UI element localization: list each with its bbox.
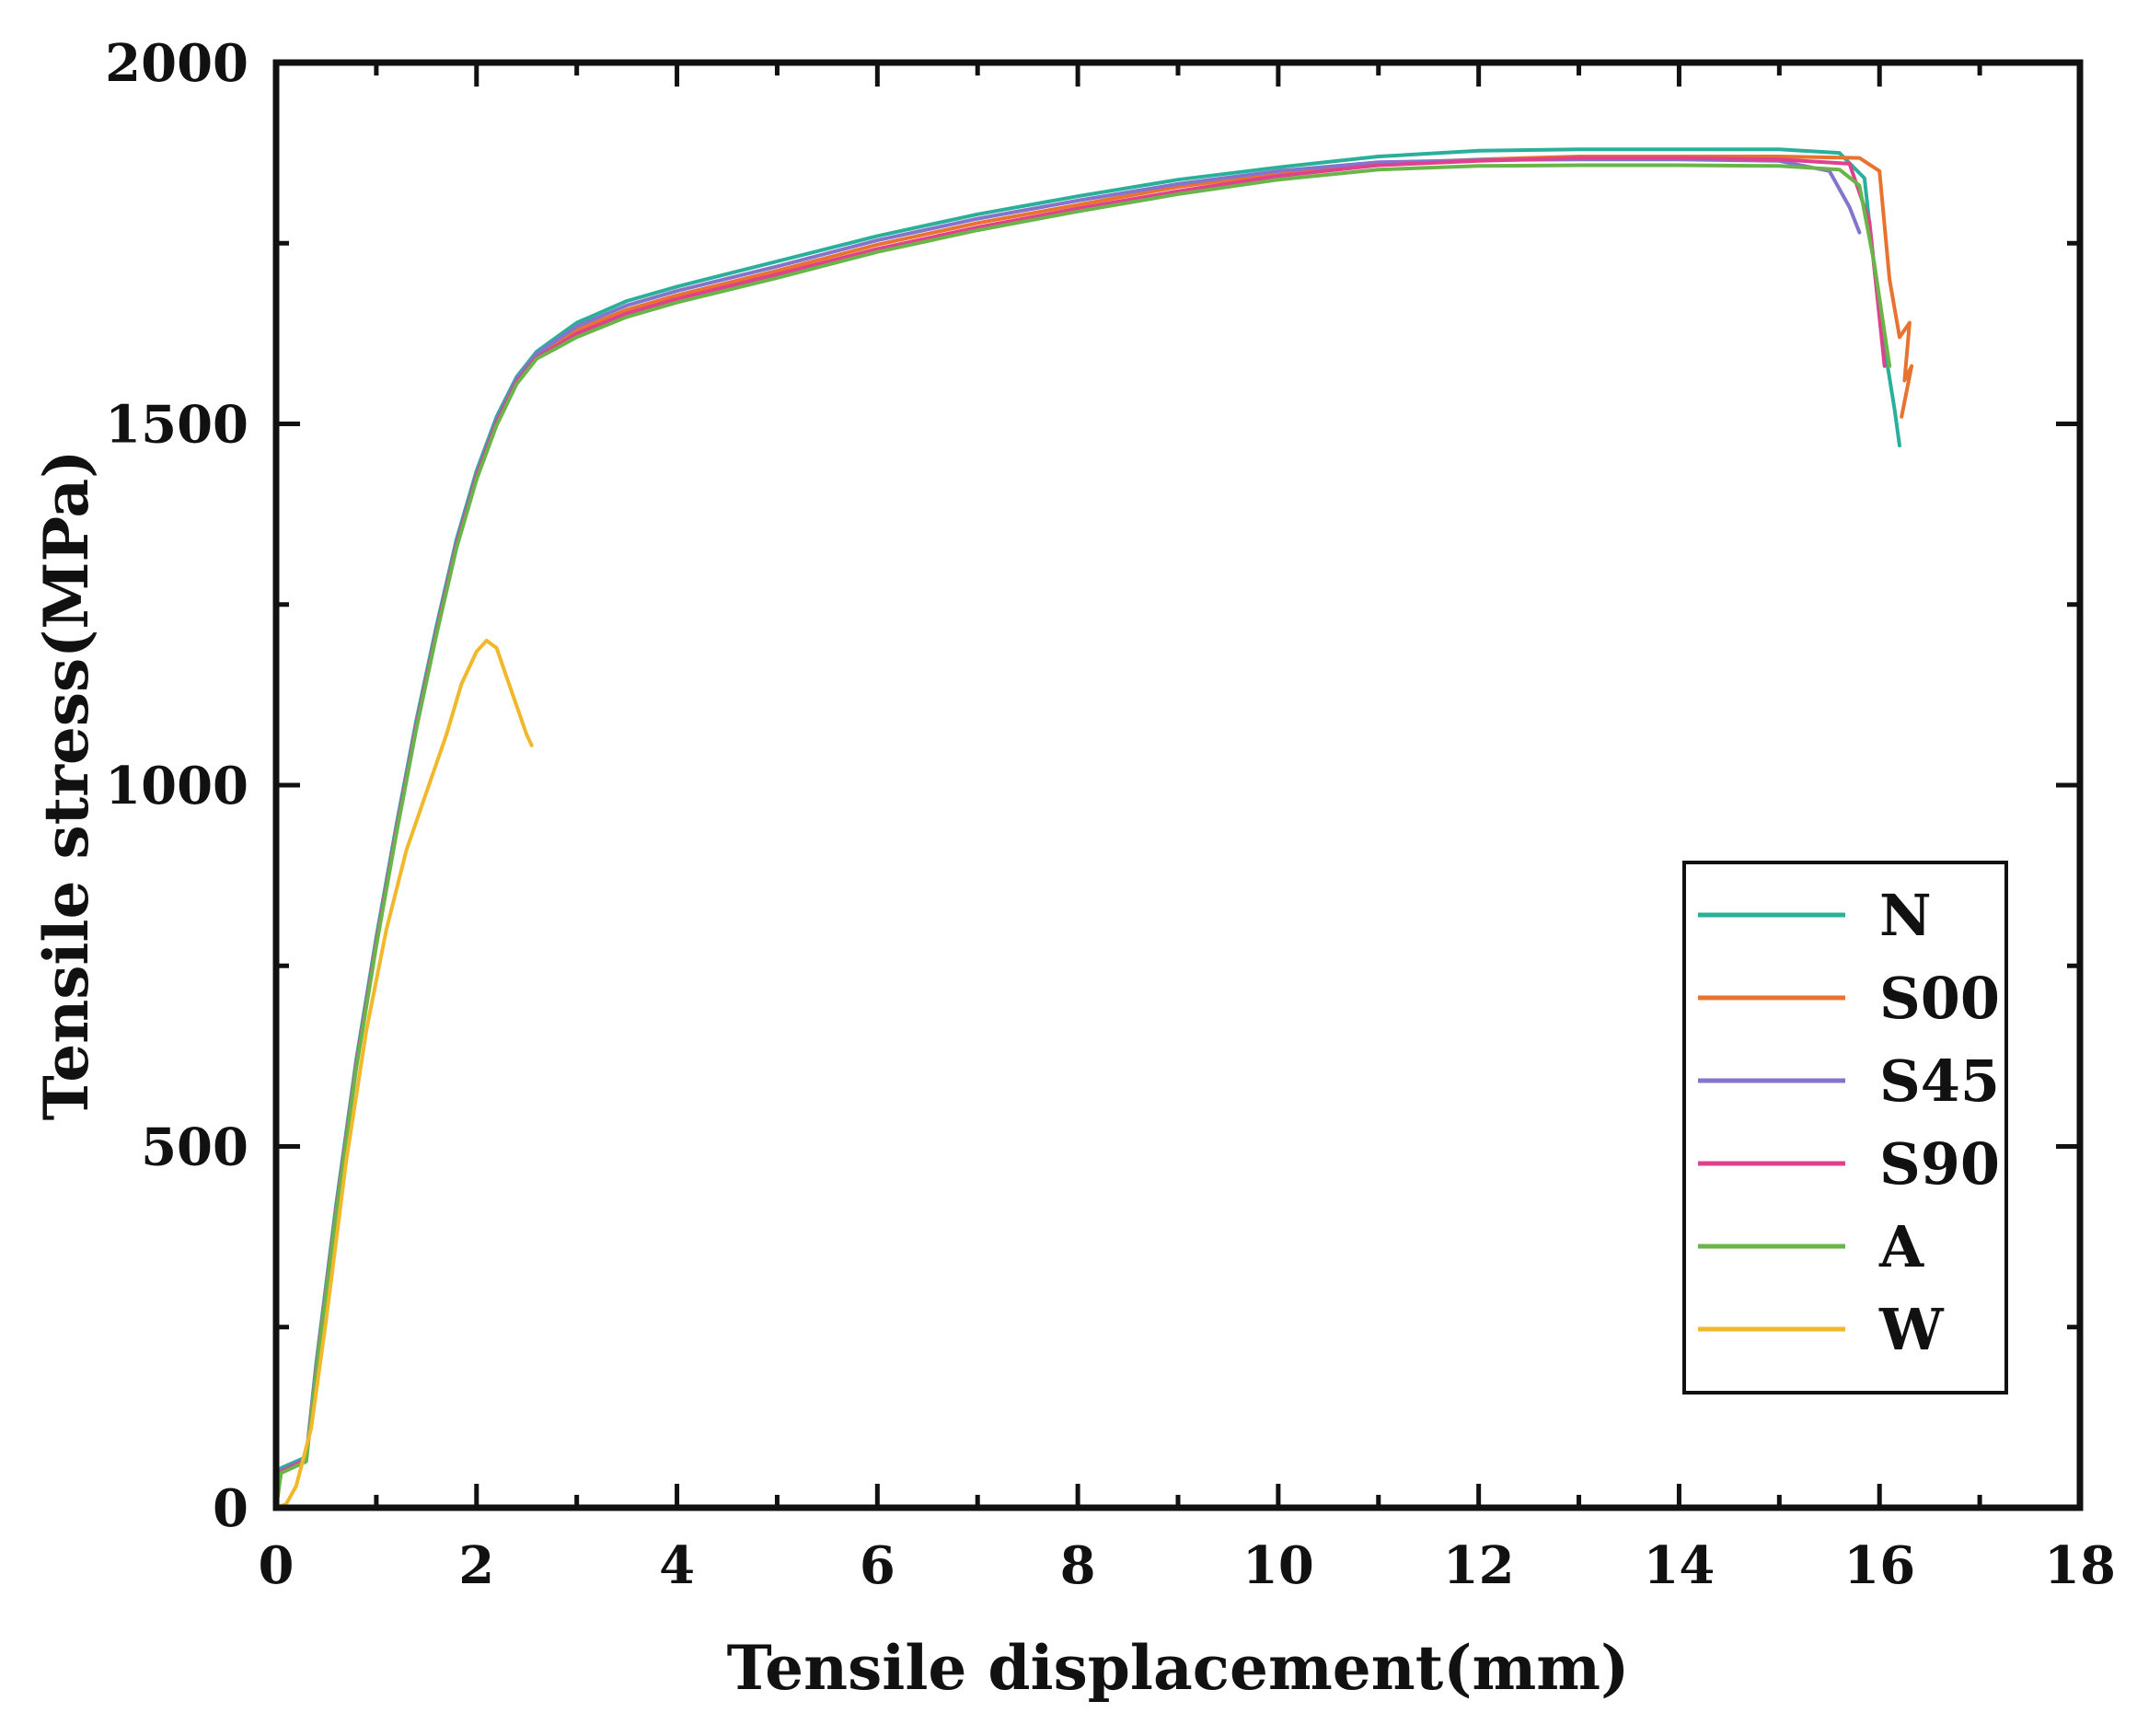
legend-box [1682, 861, 2008, 1395]
x-tick-label: 12 [1443, 1535, 1515, 1596]
axis-ticks: 0 2 4 6 8 10 12 14 16 18 0 500 1000 1500 2000 [105, 33, 2116, 1596]
x-axis-title: Tensile displacement(mm) [727, 1632, 1630, 1704]
y-axis-title: Tensile stress(MPa) [30, 450, 102, 1121]
y-tick-label: 1000 [105, 756, 248, 816]
y-tick-label: 2000 [105, 33, 248, 94]
legend-label-s00: S00 [1879, 965, 2000, 1032]
legend-label-n: N [1879, 882, 1932, 949]
legend-label-w: W [1878, 1296, 1945, 1363]
x-tick-label: 10 [1242, 1535, 1314, 1596]
series-line-a [274, 163, 1892, 1510]
x-tick-label: 8 [1060, 1535, 1096, 1596]
legend-label-s45: S45 [1879, 1047, 2000, 1115]
legend-label-s90: S90 [1879, 1130, 2000, 1198]
x-tick-label: 14 [1643, 1535, 1715, 1596]
series-line-w [274, 639, 534, 1510]
y-tick-label: 1500 [105, 395, 248, 456]
y-tick-label: 0 [213, 1478, 248, 1539]
series-line-n [274, 147, 1901, 1510]
y-tick-label: 500 [141, 1117, 248, 1178]
x-tick-label: 6 [860, 1535, 895, 1596]
legend-label-a: A [1878, 1213, 1924, 1280]
plot-lines [274, 147, 1914, 1510]
x-tick-label: 0 [259, 1535, 295, 1596]
x-tick-label: 16 [1843, 1535, 1915, 1596]
series-line-s90 [274, 156, 1887, 1510]
series-line-s45 [274, 157, 1862, 1510]
x-tick-label: 4 [659, 1535, 695, 1596]
series-line-s00 [274, 155, 1914, 1510]
x-tick-label: 18 [2044, 1535, 2116, 1596]
legend: N S00 S45 S90 AW [1682, 861, 2008, 1395]
x-tick-label: 2 [458, 1535, 494, 1596]
